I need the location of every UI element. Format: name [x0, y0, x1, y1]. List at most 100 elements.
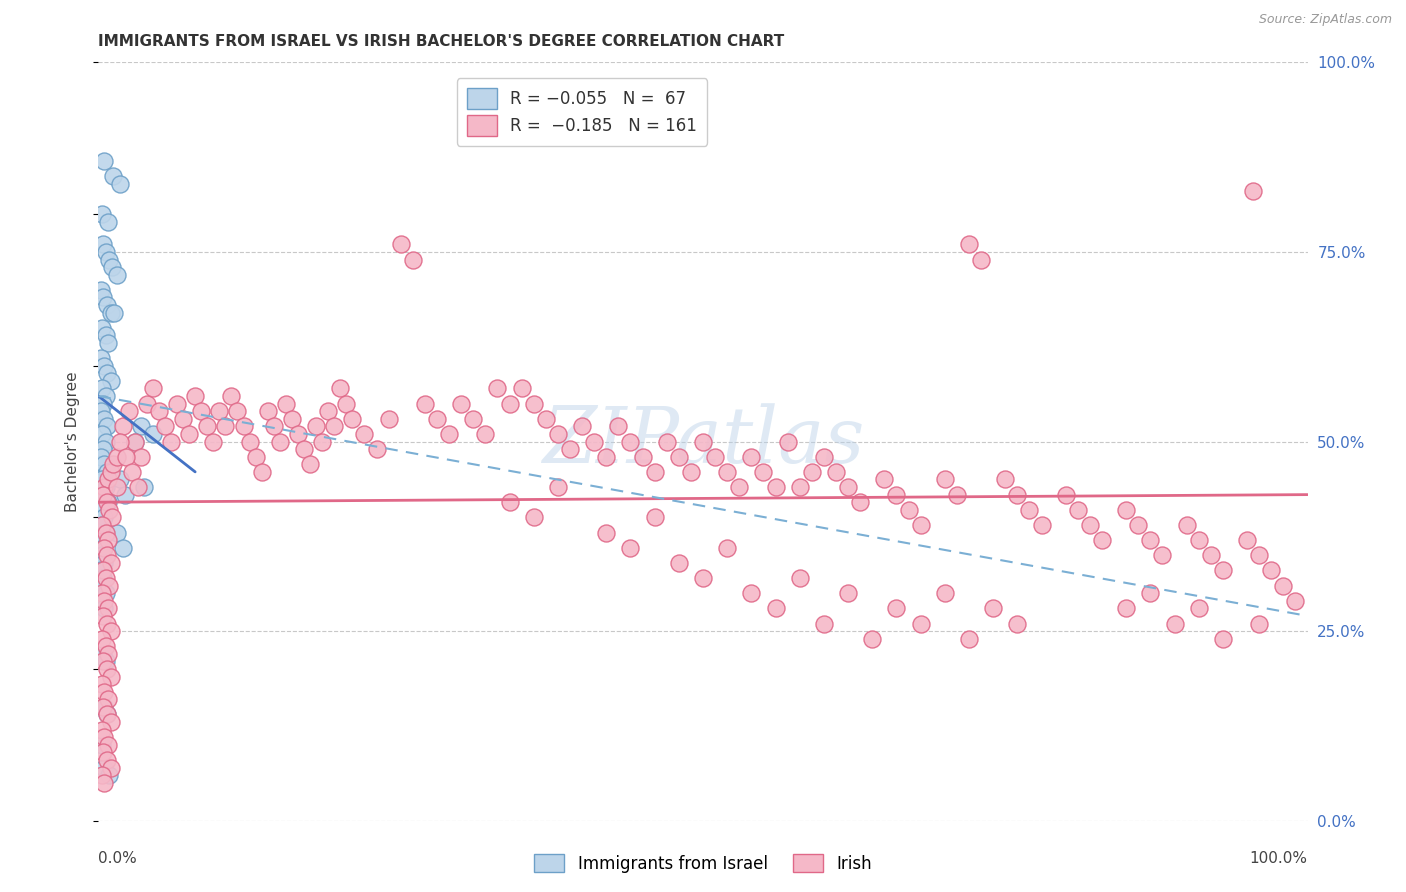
Point	[668, 556, 690, 570]
Point	[91, 541, 114, 555]
Point	[100, 465, 122, 479]
Point	[98, 579, 121, 593]
Point	[377, 412, 399, 426]
Text: 100.0%: 100.0%	[1250, 851, 1308, 866]
Point	[91, 291, 114, 305]
Point	[93, 412, 115, 426]
Point	[94, 328, 117, 343]
Point	[93, 601, 115, 615]
Point	[93, 480, 115, 494]
Point	[93, 685, 115, 699]
Point	[93, 556, 115, 570]
Point	[142, 382, 165, 396]
Point	[1188, 601, 1211, 615]
Point	[93, 510, 115, 524]
Point	[90, 283, 112, 297]
Point	[226, 404, 249, 418]
Point	[93, 457, 115, 471]
Point	[316, 404, 339, 418]
Point	[93, 730, 115, 744]
Point	[1007, 487, 1029, 501]
Point	[96, 495, 118, 509]
Point	[740, 586, 762, 600]
Point	[105, 450, 128, 464]
Point	[486, 382, 509, 396]
Point	[239, 434, 262, 449]
Point	[704, 450, 727, 464]
Point	[93, 760, 115, 774]
Point	[94, 244, 117, 259]
Point	[105, 268, 128, 282]
Legend: R = −0.055   N =  67, R =  −0.185   N = 161: R = −0.055 N = 67, R = −0.185 N = 161	[457, 78, 707, 145]
Point	[1139, 586, 1161, 600]
Point	[789, 571, 811, 585]
Point	[135, 396, 157, 410]
Point	[776, 434, 799, 449]
Point	[94, 525, 117, 540]
Point	[837, 586, 859, 600]
Point	[1139, 533, 1161, 547]
Point	[837, 480, 859, 494]
Point	[166, 396, 188, 410]
Point	[195, 419, 218, 434]
Point	[813, 450, 835, 464]
Point	[91, 723, 114, 737]
Point	[366, 442, 388, 457]
Point	[765, 601, 787, 615]
Point	[329, 382, 352, 396]
Point	[323, 419, 346, 434]
Point	[91, 517, 114, 532]
Point	[450, 396, 472, 410]
Point	[716, 541, 738, 555]
Point	[873, 473, 896, 487]
Point	[1241, 184, 1264, 198]
Point	[1091, 533, 1114, 547]
Text: IMMIGRANTS FROM ISRAEL VS IRISH BACHELOR'S DEGREE CORRELATION CHART: IMMIGRANTS FROM ISRAEL VS IRISH BACHELOR…	[98, 34, 785, 49]
Text: 0.0%: 0.0%	[98, 851, 138, 866]
Point	[96, 548, 118, 563]
Point	[108, 434, 131, 449]
Point	[269, 434, 291, 449]
Point	[96, 465, 118, 479]
Point	[91, 442, 114, 457]
Point	[91, 427, 114, 442]
Point	[172, 412, 194, 426]
Point	[644, 465, 666, 479]
Point	[752, 465, 775, 479]
Point	[96, 419, 118, 434]
Point	[94, 434, 117, 449]
Point	[463, 412, 485, 426]
Point	[595, 450, 617, 464]
Point	[97, 335, 120, 350]
Point	[1078, 517, 1101, 532]
Point	[692, 434, 714, 449]
Point	[534, 412, 557, 426]
Point	[655, 434, 678, 449]
Point	[91, 237, 114, 252]
Point	[437, 427, 460, 442]
Point	[981, 601, 1004, 615]
Point	[96, 707, 118, 722]
Point	[103, 305, 125, 319]
Point	[91, 487, 114, 501]
Point	[413, 396, 436, 410]
Point	[498, 495, 520, 509]
Point	[97, 738, 120, 752]
Point	[202, 434, 225, 449]
Point	[558, 442, 581, 457]
Point	[1152, 548, 1174, 563]
Point	[91, 207, 114, 221]
Point	[1031, 517, 1053, 532]
Point	[1115, 601, 1137, 615]
Point	[208, 404, 231, 418]
Point	[825, 465, 848, 479]
Point	[91, 586, 114, 600]
Point	[547, 480, 569, 494]
Point	[523, 510, 546, 524]
Point	[153, 419, 176, 434]
Point	[1260, 564, 1282, 578]
Point	[160, 434, 183, 449]
Point	[897, 503, 920, 517]
Point	[124, 434, 146, 449]
Point	[498, 396, 520, 410]
